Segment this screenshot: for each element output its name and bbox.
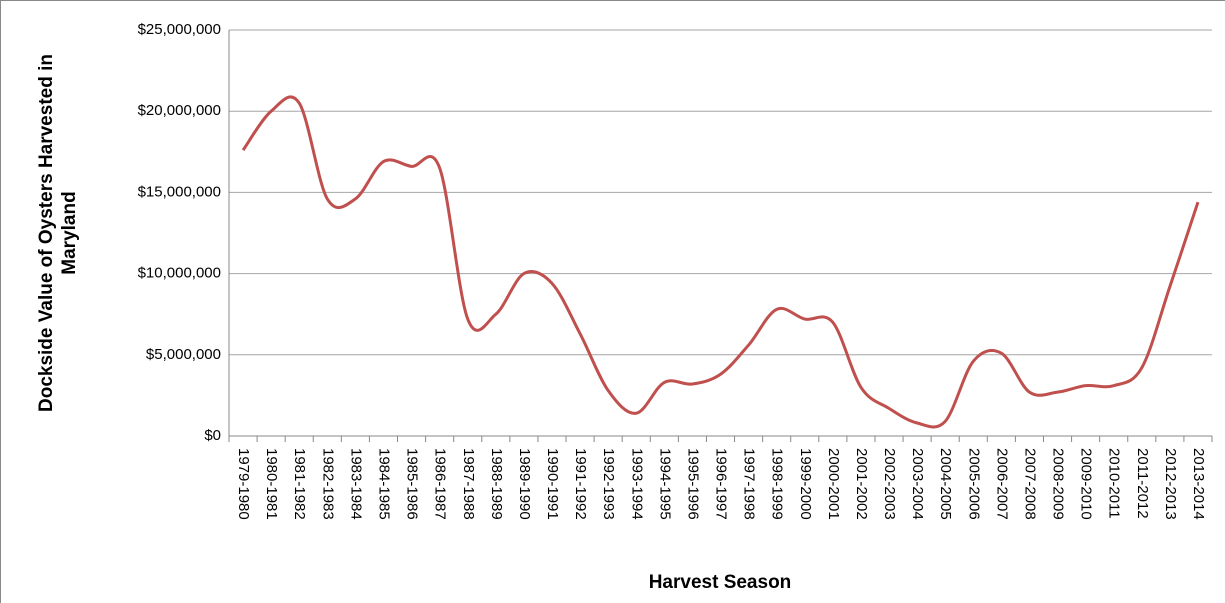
x-tick-label: 2004-2005	[937, 448, 954, 520]
x-tick-label: 1998-1999	[769, 448, 786, 520]
x-tick-label: 2007-2008	[1021, 448, 1038, 520]
x-tick-label: 1987-1988	[460, 448, 477, 520]
x-tick-label: 1999-2000	[797, 448, 814, 520]
x-tick-label: 1981-1982	[291, 448, 308, 520]
y-axis-title: Dockside Value of Oysters Harvested in M…	[36, 54, 80, 412]
x-tick-label: 2003-2004	[909, 448, 926, 520]
x-tick-label: 1996-1997	[713, 448, 730, 520]
x-tick-label: 2012-2013	[1162, 448, 1179, 520]
x-tick-label: 1994-1995	[656, 448, 673, 520]
x-tick-label: 2011-2012	[1134, 448, 1151, 519]
x-tick-label: 2008-2009	[1050, 448, 1067, 520]
x-tick-label: 2013-2014	[1190, 448, 1207, 520]
x-tick-label: 1980-1981	[263, 448, 280, 520]
x-tick-label: 2005-2006	[965, 448, 982, 520]
x-tick-label: 2001-2002	[853, 448, 870, 520]
x-tick-label: 1985-1986	[404, 448, 421, 520]
x-tick-label: 1990-1991	[544, 448, 561, 520]
x-tick-label: 1986-1987	[432, 448, 449, 520]
x-tick-label: 1983-1984	[347, 448, 364, 520]
y-tick-label: $0	[204, 427, 221, 444]
x-tick-label: 2010-2011	[1106, 448, 1123, 519]
x-tick-label: 1997-1998	[741, 448, 758, 520]
x-tick-label: 1992-1993	[600, 448, 617, 520]
data-line	[241, 95, 1200, 429]
x-axis-title: Harvest Season	[649, 572, 792, 593]
y-tick-label: $15,000,000	[138, 183, 221, 200]
x-tick-label: 1979-1980	[235, 448, 252, 520]
x-tick-label: 1982-1983	[319, 448, 336, 520]
y-tick-label: $20,000,000	[138, 102, 221, 119]
x-tick-label: 2002-2003	[881, 448, 898, 520]
x-tick-label: 1993-1994	[628, 448, 645, 520]
x-tick-label: 1984-1985	[376, 448, 393, 520]
x-tick-label: 2009-2010	[1078, 448, 1095, 520]
x-tick-label: 1988-1989	[488, 448, 505, 520]
x-tick-label: 1995-1996	[684, 448, 701, 520]
y-tick-label: $5,000,000	[146, 346, 221, 363]
x-tick-label: 1991-1992	[572, 448, 589, 520]
x-tick-label: 2006-2007	[993, 448, 1010, 520]
y-tick-label: $25,000,000	[138, 21, 221, 38]
x-tick-label: 2000-2001	[825, 448, 842, 520]
y-tick-label: $10,000,000	[138, 265, 221, 282]
x-tick-label: 1989-1990	[516, 448, 533, 520]
